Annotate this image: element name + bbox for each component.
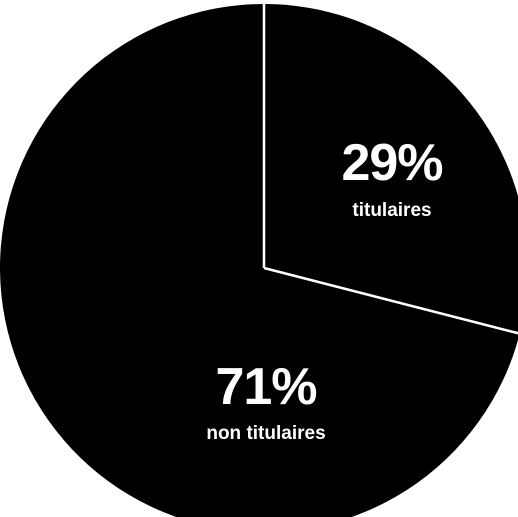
slice-value-label-titulaires: 29% — [341, 134, 442, 192]
slice-category-label-titulaires: titulaires — [352, 200, 431, 221]
slice-divider-1 — [263, 266, 518, 335]
slice-category-label-non-titulaires: non titulaires — [206, 423, 325, 444]
pie-slice-non-titulaires — [0, 4, 518, 517]
pie-slice-titulaires — [264, 4, 518, 334]
slice-value-label-non-titulaires: 71% — [215, 358, 316, 416]
pie-dividers — [262, 4, 518, 335]
pie-slices — [0, 4, 518, 517]
